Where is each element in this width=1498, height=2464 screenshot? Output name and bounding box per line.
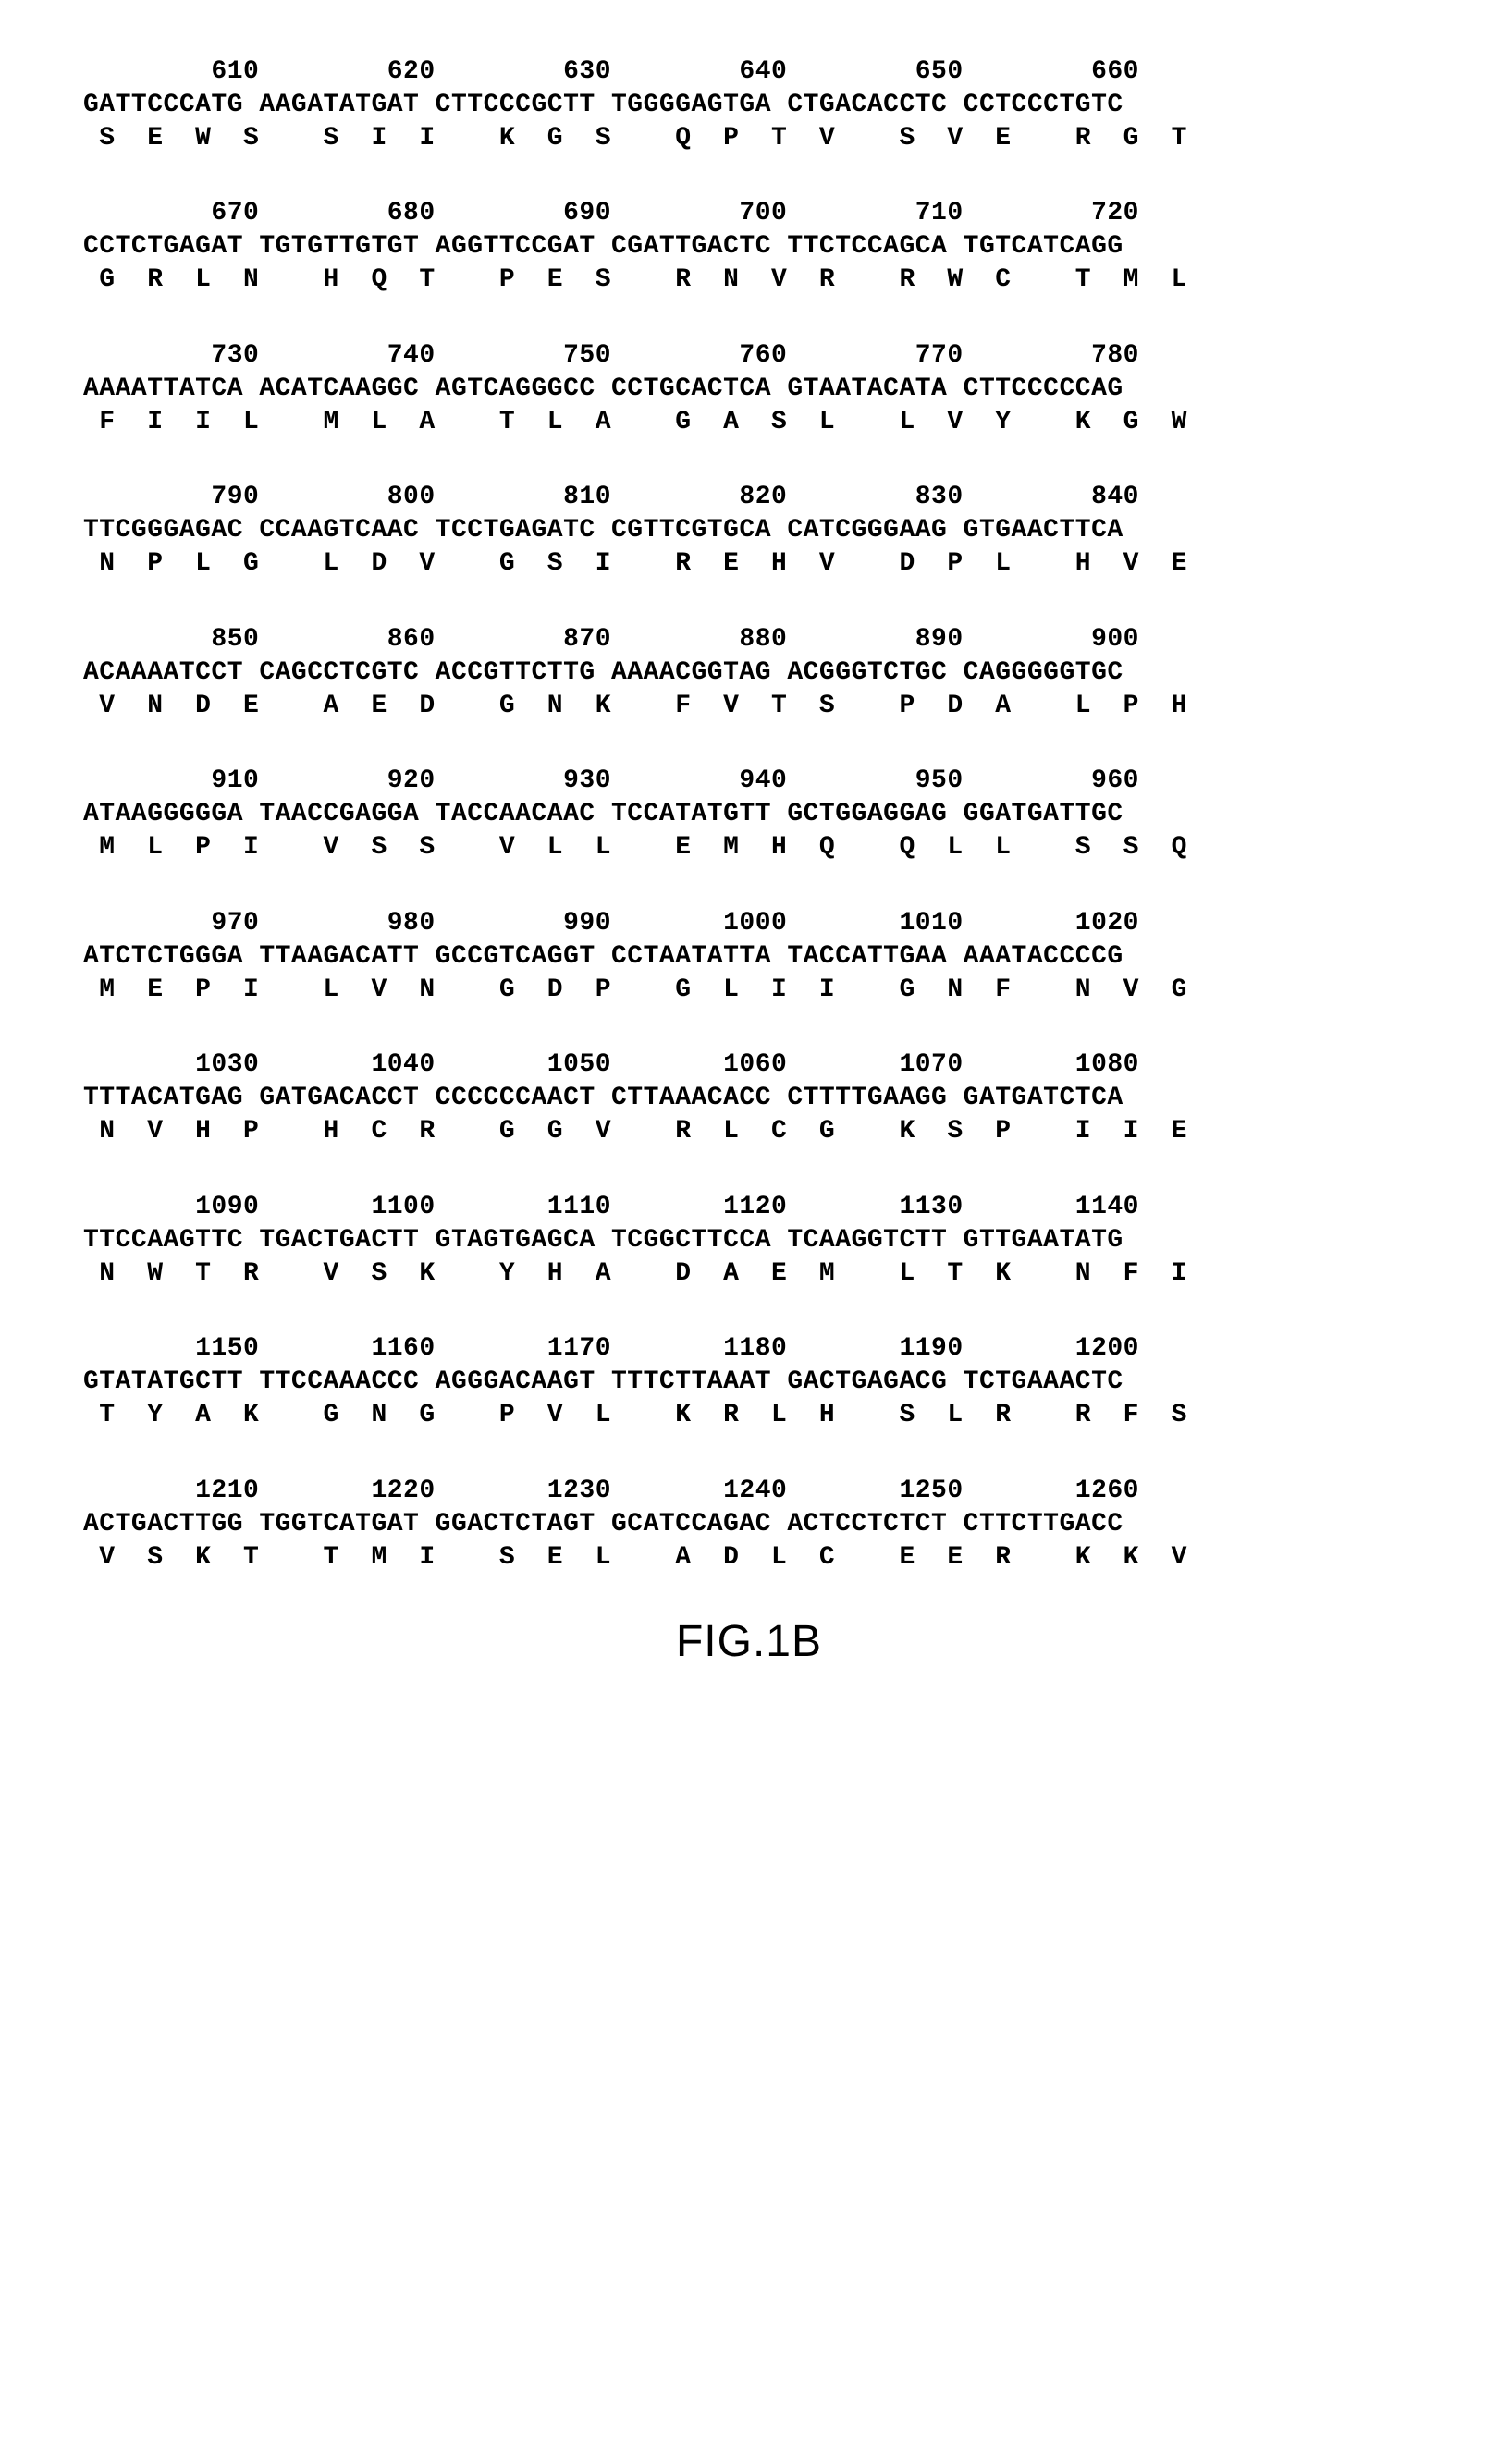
protein-row: S E W S S I I K G S Q P T V S V E R G T xyxy=(83,122,1415,155)
nucleotide-row: ACAAAATCCT CAGCCTCGTC ACCGTTCTTG AAAACGG… xyxy=(83,656,1415,690)
sequence-block: 1210 1220 1230 1240 1250 1260ACTGACTTGG … xyxy=(83,1475,1415,1574)
position-row: 1030 1040 1050 1060 1070 1080 xyxy=(83,1048,1415,1082)
nucleotide-row: ACTGACTTGG TGGTCATGAT GGACTCTAGT GCATCCA… xyxy=(83,1508,1415,1541)
position-row: 670 680 690 700 710 720 xyxy=(83,197,1415,230)
protein-row: M E P I L V N G D P G L I I G N F N V G xyxy=(83,974,1415,1007)
sequence-block: 670 680 690 700 710 720CCTCTGAGAT TGTGTT… xyxy=(83,197,1415,296)
sequence-block: 730 740 750 760 770 780AAAATTATCA ACATCA… xyxy=(83,339,1415,438)
protein-row: T Y A K G N G P V L K R L H S L R R F S xyxy=(83,1399,1415,1432)
nucleotide-row: ATCTCTGGGA TTAAGACATT GCCGTCAGGT CCTAATA… xyxy=(83,940,1415,974)
position-row: 910 920 930 940 950 960 xyxy=(83,765,1415,798)
nucleotide-row: CCTCTGAGAT TGTGTTGTGT AGGTTCCGAT CGATTGA… xyxy=(83,230,1415,264)
figure-label: FIG.1B xyxy=(83,1616,1415,1667)
nucleotide-row: TTCGGGAGAC CCAAGTCAAC TCCTGAGATC CGTTCGT… xyxy=(83,514,1415,547)
position-row: 1150 1160 1170 1180 1190 1200 xyxy=(83,1332,1415,1366)
protein-row: M L P I V S S V L L E M H Q Q L L S S Q xyxy=(83,831,1415,864)
position-row: 790 800 810 820 830 840 xyxy=(83,481,1415,514)
nucleotide-row: ATAAGGGGGA TAACCGAGGA TACCAACAAC TCCATAT… xyxy=(83,798,1415,831)
position-row: 970 980 990 1000 1010 1020 xyxy=(83,907,1415,940)
position-row: 850 860 870 880 890 900 xyxy=(83,623,1415,656)
nucleotide-row: AAAATTATCA ACATCAAGGC AGTCAGGGCC CCTGCAC… xyxy=(83,373,1415,406)
position-row: 610 620 630 640 650 660 xyxy=(83,55,1415,89)
protein-row: V S K T T M I S E L A D L C E E R K K V xyxy=(83,1541,1415,1575)
position-row: 1090 1100 1110 1120 1130 1140 xyxy=(83,1191,1415,1224)
position-row: 730 740 750 760 770 780 xyxy=(83,339,1415,373)
sequence-block: 610 620 630 640 650 660GATTCCCATG AAGATA… xyxy=(83,55,1415,154)
protein-row: F I I L M L A T L A G A S L L V Y K G W xyxy=(83,406,1415,439)
sequence-block: 910 920 930 940 950 960ATAAGGGGGA TAACCG… xyxy=(83,765,1415,864)
nucleotide-row: GATTCCCATG AAGATATGAT CTTCCCGCTT TGGGGAG… xyxy=(83,89,1415,122)
protein-row: N W T R V S K Y H A D A E M L T K N F I xyxy=(83,1257,1415,1291)
nucleotide-row: TTTACATGAG GATGACACCT CCCCCCAACT CTTAAAC… xyxy=(83,1082,1415,1115)
nucleotide-row: TTCCAAGTTC TGACTGACTT GTAGTGAGCA TCGGCTT… xyxy=(83,1224,1415,1257)
protein-row: G R L N H Q T P E S R N V R R W C T M L xyxy=(83,264,1415,297)
protein-row: N V H P H C R G G V R L C G K S P I I E xyxy=(83,1115,1415,1148)
sequence-block: 1090 1100 1110 1120 1130 1140TTCCAAGTTC … xyxy=(83,1191,1415,1290)
sequence-block: 970 980 990 1000 1010 1020ATCTCTGGGA TTA… xyxy=(83,907,1415,1006)
position-row: 1210 1220 1230 1240 1250 1260 xyxy=(83,1475,1415,1508)
protein-row: V N D E A E D G N K F V T S P D A L P H xyxy=(83,690,1415,723)
sequence-block: 1030 1040 1050 1060 1070 1080TTTACATGAG … xyxy=(83,1048,1415,1147)
sequence-block: 1150 1160 1170 1180 1190 1200GTATATGCTT … xyxy=(83,1332,1415,1431)
sequence-block: 790 800 810 820 830 840TTCGGGAGAC CCAAGT… xyxy=(83,481,1415,580)
nucleotide-row: GTATATGCTT TTCCAAACCC AGGGACAAGT TTTCTTA… xyxy=(83,1366,1415,1399)
protein-row: N P L G L D V G S I R E H V D P L H V E xyxy=(83,547,1415,581)
sequence-listing: 610 620 630 640 650 660GATTCCCATG AAGATA… xyxy=(83,55,1415,1574)
sequence-block: 850 860 870 880 890 900ACAAAATCCT CAGCCT… xyxy=(83,623,1415,722)
